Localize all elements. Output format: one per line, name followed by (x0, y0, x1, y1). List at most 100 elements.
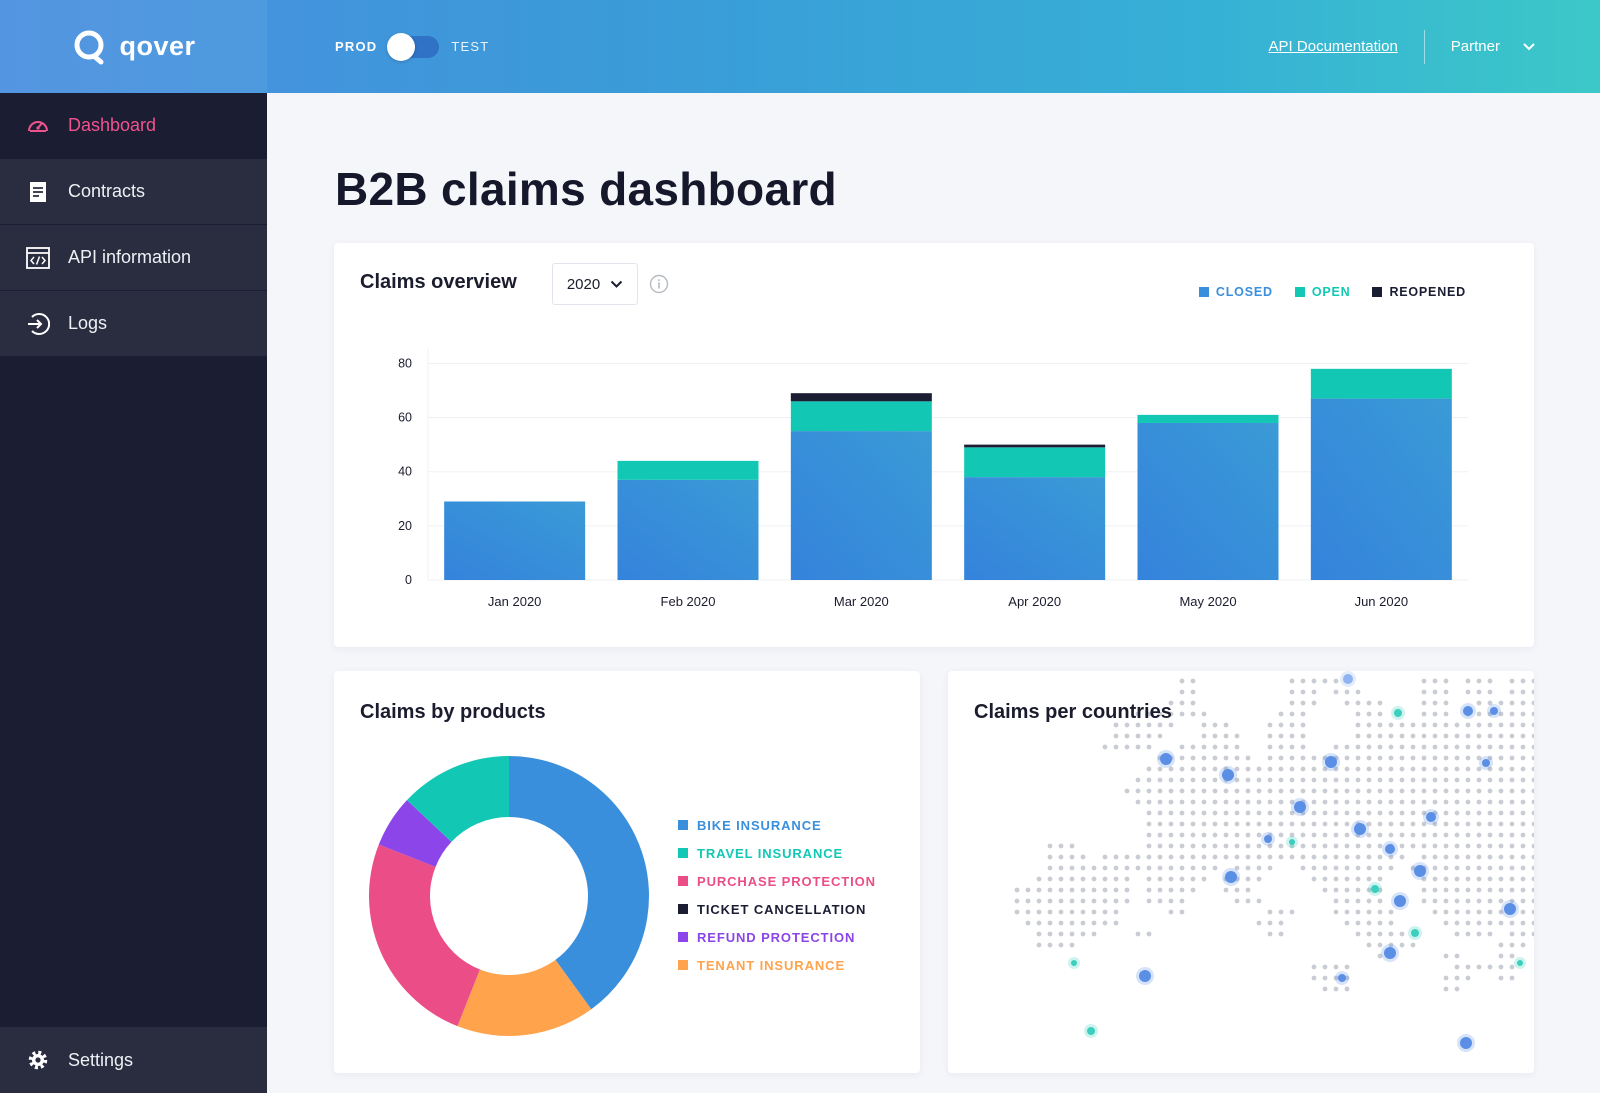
map-hotspot[interactable] (1414, 865, 1426, 877)
donut-slice-tenant-insurance[interactable] (457, 959, 592, 1036)
logo[interactable]: qover (0, 0, 267, 93)
map-dot (1333, 887, 1339, 893)
map-dot (1476, 755, 1482, 761)
map-dot (1289, 722, 1295, 728)
map-hotspot[interactable] (1087, 1027, 1095, 1035)
map-hotspot[interactable] (1294, 801, 1306, 813)
donut-slice-travel-insurance[interactable] (406, 756, 509, 842)
bar-segment-closed[interactable] (1310, 398, 1452, 580)
map-hotspot[interactable] (1394, 709, 1402, 717)
sidebar-item-api-information[interactable]: API information (0, 225, 267, 291)
sidebar-item-settings[interactable]: Settings (0, 1027, 267, 1093)
map-hotspot[interactable] (1490, 707, 1498, 715)
map-hotspot[interactable] (1482, 759, 1490, 767)
bar-segment-reopened[interactable] (964, 444, 1106, 448)
bar-segment-closed[interactable] (1137, 422, 1279, 580)
account-menu[interactable]: Partner (1425, 38, 1600, 55)
sidebar-item-contracts[interactable]: Contracts (0, 159, 267, 225)
bar-segment-open[interactable] (1137, 414, 1279, 423)
map-dot (1036, 876, 1042, 882)
env-switch[interactable] (387, 32, 440, 61)
map-dot (1036, 898, 1042, 904)
map-dot (1322, 876, 1328, 882)
map-dot (1311, 777, 1317, 783)
bar-segment-closed[interactable] (617, 479, 759, 580)
map-hotspot[interactable] (1426, 812, 1436, 822)
map-dot (1520, 865, 1526, 871)
sidebar-item-dashboard[interactable]: Dashboard (0, 93, 267, 159)
map-hotspot[interactable] (1222, 769, 1234, 781)
map-dot (1454, 887, 1460, 893)
bar-segment-closed[interactable] (964, 477, 1106, 580)
map-dot (1432, 733, 1438, 739)
bar-segment-closed[interactable] (790, 431, 932, 580)
map-dot (1278, 810, 1284, 816)
top-right-area: API Documentation Partner (1269, 0, 1600, 93)
map-hotspot[interactable] (1384, 947, 1396, 959)
map-hotspot[interactable] (1225, 871, 1237, 883)
map-dot (1410, 788, 1416, 794)
map-hotspot[interactable] (1517, 960, 1523, 966)
map-hotspot[interactable] (1325, 756, 1337, 768)
map-hotspot[interactable] (1264, 835, 1272, 843)
map-dot (1355, 766, 1361, 772)
map-dot (1465, 975, 1471, 981)
map-hotspot[interactable] (1411, 929, 1419, 937)
x-tick-label: Feb 2020 (661, 594, 716, 609)
map-hotspot[interactable] (1385, 844, 1395, 854)
legend-label: REFUND PROTECTION (697, 929, 856, 945)
map-hotspot[interactable] (1504, 903, 1516, 915)
map-dot (1388, 942, 1394, 948)
map-dot (1454, 986, 1460, 992)
gauge-icon (26, 114, 50, 138)
map-hotspot[interactable] (1460, 1037, 1472, 1049)
bar-segment-open[interactable] (617, 460, 759, 480)
sidebar-item-logs[interactable]: Logs (0, 291, 267, 357)
donut-slice-purchase-protection[interactable] (369, 844, 480, 1027)
map-dot (1113, 722, 1119, 728)
donut-slice-bike-insurance[interactable] (509, 756, 649, 1010)
map-dot (1212, 843, 1218, 849)
map-dot (1487, 700, 1493, 706)
donut-slice-refund-protection[interactable] (378, 800, 452, 867)
map-dot (1300, 755, 1306, 761)
map-dot (1509, 843, 1515, 849)
map-dot (1190, 788, 1196, 794)
api-documentation-link[interactable]: API Documentation (1268, 38, 1398, 55)
map-hotspot[interactable] (1394, 895, 1406, 907)
map-hotspot[interactable] (1139, 970, 1151, 982)
map-dot (1300, 832, 1306, 838)
info-icon[interactable] (649, 274, 669, 294)
map-hotspot[interactable] (1463, 706, 1473, 716)
map-dot (1465, 799, 1471, 805)
bar-segment-reopened[interactable] (790, 393, 932, 402)
map-hotspot[interactable] (1354, 823, 1366, 835)
map-hotspot[interactable] (1338, 974, 1346, 982)
map-hotspot[interactable] (1289, 839, 1295, 845)
map-dot (1476, 887, 1482, 893)
map-dot (1476, 788, 1482, 794)
bar-segment-open[interactable] (790, 401, 932, 432)
map-dot (1146, 744, 1152, 750)
map-dot (1509, 865, 1515, 871)
map-hotspot[interactable] (1343, 674, 1353, 684)
map-dot (1465, 964, 1471, 970)
map-hotspot[interactable] (1160, 753, 1172, 765)
map-dot (1476, 898, 1482, 904)
map-hotspot[interactable] (1071, 960, 1077, 966)
bar-segment-open[interactable] (964, 447, 1106, 478)
map-dot (1047, 909, 1053, 915)
map-dot (1179, 755, 1185, 761)
map-hotspot[interactable] (1371, 885, 1379, 893)
bar-segment-closed[interactable] (444, 501, 586, 580)
map-dot (1135, 733, 1141, 739)
map-dot (1311, 799, 1317, 805)
map-dot (1344, 832, 1350, 838)
bar-segment-open[interactable] (1310, 368, 1452, 399)
map-dot (1344, 799, 1350, 805)
year-select[interactable]: 2020 (552, 263, 638, 305)
map-dot (1124, 788, 1130, 794)
map-dot (1201, 854, 1207, 860)
map-dot (1454, 733, 1460, 739)
legend-label: PURCHASE PROTECTION (697, 873, 876, 889)
